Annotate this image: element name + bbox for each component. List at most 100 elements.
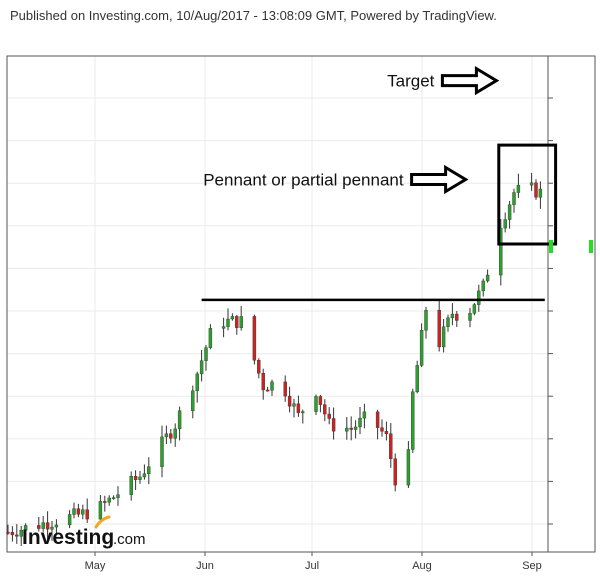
candle-body [406,449,411,486]
candle [331,407,336,440]
candle-body [318,396,323,405]
candle-body [147,466,151,474]
candle [411,388,415,453]
candle [191,385,195,419]
candle [169,429,173,444]
candle-body [103,501,107,503]
candle [76,503,81,518]
candle-body [138,476,142,480]
candle-body [270,381,274,391]
candle [221,317,226,338]
candle [252,314,257,365]
candle [204,345,208,371]
candle [499,218,503,286]
candle-body [503,219,507,229]
time-tick-label-2: Jul [305,560,319,572]
candle [164,425,169,445]
candle [54,519,59,535]
candle-body [129,476,133,495]
price-marker-left [549,240,553,253]
candle-body [353,426,358,430]
candle-body [191,390,195,411]
candle [384,421,389,441]
candle-body [204,347,208,361]
candle-body [441,326,446,348]
investing-logo: Investing .com [22,515,146,549]
time-tick-label-0: May [85,560,106,572]
candle-body [292,403,296,407]
candle [15,524,19,544]
candle [318,394,323,413]
candle-body [301,411,305,414]
candle [129,471,133,501]
time-tick-label-3: Aug [412,560,432,572]
candle [235,314,239,335]
candle-body [468,313,472,321]
candle-body [314,396,318,412]
candle-body [481,280,485,292]
candle [389,422,393,468]
target-arrow-icon [440,65,500,96]
price-scale-ticks [548,97,553,525]
candle-body [411,391,415,450]
candle [534,179,538,200]
chart-frame [6,55,596,553]
candle [507,200,512,229]
candle [72,502,76,519]
candle-body [450,313,455,319]
candle-body [512,192,516,205]
candlestick-series [6,172,543,546]
candle [85,498,89,523]
candle-body [287,395,292,407]
candle-body [111,497,116,499]
time-axis: May Jun Jul Aug Sep [85,552,542,572]
candle-body [499,227,503,276]
candle [177,406,182,441]
candle [107,495,111,506]
candle [41,516,45,532]
candle-body [415,365,419,393]
candle-body [424,309,428,331]
candle-body [534,182,538,198]
candle-body [81,509,85,515]
price-marker-right [589,240,593,253]
candle-body [283,381,287,397]
candle [50,520,54,541]
candle [265,386,270,392]
candle-body [296,403,301,413]
candle [270,379,274,396]
candle-body [133,476,138,480]
candle-body [393,458,397,486]
target-label: Target [387,72,435,91]
candle-body [446,317,450,327]
candle [538,181,543,209]
candle [424,306,428,339]
candle-body [164,433,169,438]
candle-body [173,428,177,439]
logo-suffix-text: .com [113,531,146,548]
pennant-box [497,143,558,246]
candle [230,313,235,321]
candle [314,394,318,415]
candle-body [331,418,336,432]
candle [327,407,331,425]
candle [481,278,485,297]
candle [512,188,516,213]
candle [353,420,358,439]
time-tick-label-1: Jun [196,560,214,572]
candle [437,300,441,352]
candle-body [160,436,164,467]
candle-body [54,524,59,528]
candle-body [384,431,389,434]
candle-body [507,204,512,220]
candle [283,375,287,402]
candle [450,303,455,326]
candle-body [257,359,261,374]
candle-body [37,525,41,529]
candle [199,350,204,382]
candle [111,495,116,500]
candle-body [230,316,235,320]
candle-body [349,427,353,430]
candle-body [19,530,23,537]
chart-grid [7,56,548,552]
